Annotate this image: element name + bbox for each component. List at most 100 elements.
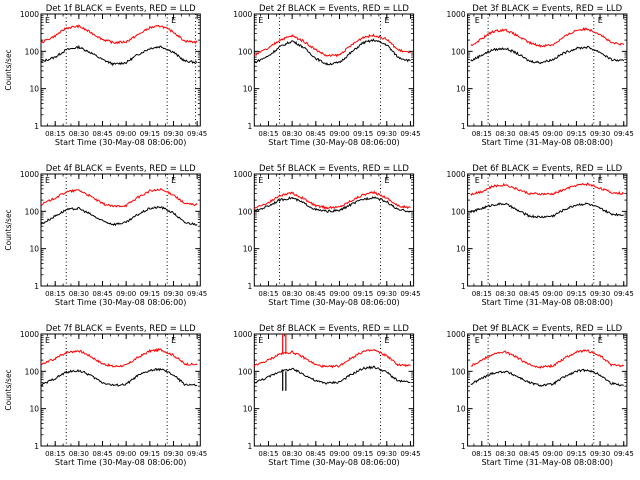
x-tick-label: 08:15	[45, 130, 65, 138]
plot-frame	[467, 333, 628, 447]
x-tick-label: 09:45	[187, 130, 207, 138]
plot-frame	[40, 173, 201, 287]
x-tick-label: 09:45	[187, 290, 207, 298]
y-tick-label: 1	[34, 282, 39, 291]
x-tick-label: 09:15	[140, 450, 160, 458]
x-tick-label: 08:30	[495, 130, 515, 138]
x-axis-label: Start Time (30-May-08 08:06:00)	[268, 138, 399, 147]
x-tick-label: 09:45	[187, 450, 207, 458]
y-tick-label: 1000	[233, 330, 252, 339]
x-axis-label: Start Time (31-May-08 08:08:00)	[482, 138, 613, 147]
x-tick-label: 08:15	[258, 290, 278, 298]
x-tick-label: 09:45	[614, 450, 634, 458]
y-tick-label: 1000	[447, 10, 466, 19]
event-marker: E	[598, 16, 603, 25]
panel-title: Det 2f BLACK = Events, RED = LLD	[259, 4, 409, 14]
x-axis-label: Start Time (31-May-08 08:08:00)	[482, 298, 613, 307]
x-tick-label: 09:30	[163, 290, 183, 298]
event-marker: E	[258, 176, 263, 185]
y-tick-label: 10	[29, 85, 39, 94]
series-lld-line	[253, 348, 411, 369]
x-tick-label: 08:30	[69, 130, 89, 138]
event-marker: E	[171, 16, 176, 25]
y-tick-label: 1	[248, 442, 253, 451]
series-events-line	[254, 38, 411, 66]
y-tick-label: 100	[25, 47, 40, 56]
x-tick-label: 08:45	[519, 450, 539, 458]
y-tick-label: 10	[456, 405, 466, 414]
x-tick-label: 08:30	[495, 450, 515, 458]
x-tick-label: 08:45	[92, 450, 112, 458]
y-tick-label: 1000	[233, 10, 252, 19]
x-tick-label: 08:15	[258, 130, 278, 138]
plot-frame	[253, 173, 415, 287]
y-tick-label: 1000	[447, 170, 466, 179]
y-axis-label: Counts/sec	[4, 49, 13, 90]
x-tick-label: 09:00	[543, 290, 563, 298]
y-tick-label: 1	[248, 122, 253, 131]
x-axis-label: Start Time (30-May-08 08:06:00)	[55, 458, 186, 467]
y-axis-label: Counts/sec	[4, 209, 13, 250]
y-tick-label: 1	[461, 442, 466, 451]
x-tick-label: 09:00	[543, 130, 563, 138]
x-tick-label: 08:30	[282, 450, 302, 458]
series-events-line	[41, 44, 198, 67]
y-axis-label: Counts/sec	[4, 369, 13, 410]
x-tick-label: 08:15	[472, 130, 492, 138]
y-tick-label: 10	[29, 245, 39, 254]
x-tick-label: 08:45	[519, 290, 539, 298]
y-tick-label: 1	[461, 122, 466, 131]
series-lld-line	[40, 24, 198, 45]
event-marker: E	[171, 336, 176, 345]
y-tick-label: 100	[451, 47, 466, 56]
panel-7: Det 7f BLACK = Events, RED = LLD 1 10 100 10…	[4, 324, 207, 467]
x-tick-label: 09:00	[116, 450, 136, 458]
x-tick-label: 08:15	[258, 450, 278, 458]
x-tick-label: 09:15	[140, 130, 160, 138]
x-tick-label: 09:45	[400, 130, 420, 138]
panel-2: Det 2f BLACK = Events, RED = LLD 1 10 100 10…	[233, 4, 420, 147]
event-marker: E	[475, 176, 480, 185]
x-tick-label: 09:30	[377, 450, 397, 458]
event-marker: E	[384, 16, 389, 25]
y-tick-label: 1	[34, 122, 39, 131]
y-tick-label: 100	[238, 47, 253, 56]
x-tick-label: 08:45	[92, 290, 112, 298]
series-events-line	[40, 205, 198, 227]
x-tick-label: 08:30	[282, 290, 302, 298]
plot-frame	[467, 173, 628, 287]
event-marker: E	[45, 176, 50, 185]
series-events-line	[470, 368, 624, 388]
x-tick-label: 08:15	[472, 290, 492, 298]
event-marker: E	[598, 336, 603, 345]
x-tick-label: 08:45	[519, 130, 539, 138]
y-tick-label: 10	[29, 405, 39, 414]
x-tick-label: 09:15	[566, 450, 586, 458]
series-events-line	[470, 45, 625, 65]
panel-title: Det 7f BLACK = Events, RED = LLD	[46, 324, 196, 334]
x-tick-label: 08:30	[495, 290, 515, 298]
plot-frame	[253, 333, 415, 447]
panel-title: Det 8f BLACK = Events, RED = LLD	[259, 324, 409, 334]
x-tick-label: 09:30	[590, 130, 610, 138]
x-axis-label: Start Time (30-May-08 08:06:00)	[55, 298, 186, 307]
y-tick-label: 10	[456, 85, 466, 94]
panel-6: Det 6f BLACK = Events, RED = LLD 1 10 100 10…	[447, 164, 634, 307]
panel-title: Det 9f BLACK = Events, RED = LLD	[472, 324, 622, 334]
x-tick-label: 09:30	[590, 450, 610, 458]
x-tick-label: 08:15	[472, 450, 492, 458]
panel-title: Det 1f BLACK = Events, RED = LLD	[46, 4, 196, 14]
x-tick-label: 09:15	[353, 450, 373, 458]
series-events-line	[470, 202, 624, 219]
y-tick-label: 100	[25, 207, 40, 216]
x-tick-label: 09:00	[116, 290, 136, 298]
panel-8: Det 8f BLACK = Events, RED = LLD 1 10 100 10…	[233, 324, 420, 467]
event-marker: E	[475, 16, 480, 25]
event-marker: E	[598, 176, 603, 185]
panel-3: Det 3f BLACK = Events, RED = LLD 1 10 100 10…	[447, 4, 634, 147]
y-tick-label: 100	[451, 207, 466, 216]
event-marker: E	[384, 176, 389, 185]
x-tick-label: 08:45	[306, 290, 326, 298]
y-tick-label: 1000	[20, 10, 39, 19]
